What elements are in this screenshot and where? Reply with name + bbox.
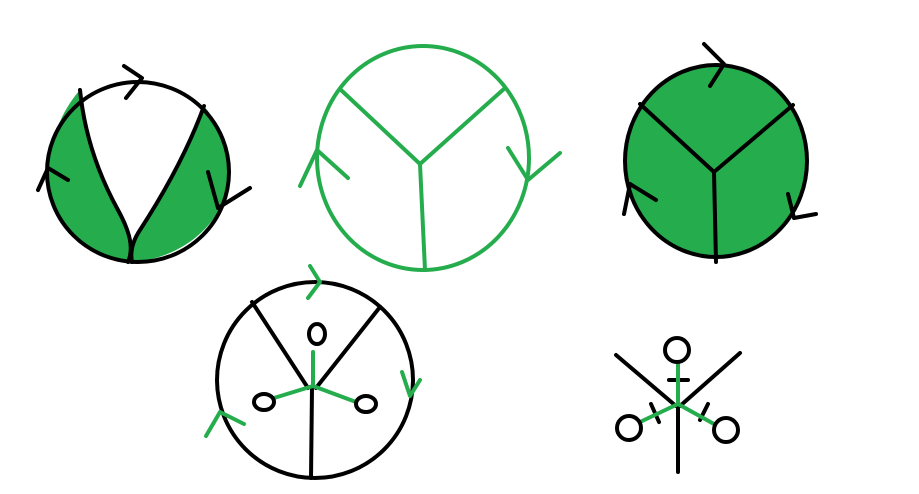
figure-1-right-arrow-icon bbox=[206, 170, 252, 210]
figure-4-left-arrow-icon bbox=[204, 410, 246, 438]
figure-4-vertex-top bbox=[307, 322, 327, 346]
figure-1-left-green-region bbox=[47, 90, 134, 262]
figure-4-tree-stem bbox=[309, 386, 314, 480]
figure-5-vertex-left bbox=[615, 414, 643, 442]
figure-1-right-green-region bbox=[132, 106, 230, 262]
figure-3-left-arrow-icon bbox=[622, 182, 658, 216]
figure-5-vertex-top bbox=[663, 336, 691, 364]
figure-1-left-arc bbox=[78, 88, 133, 264]
figure-3-tree-stem bbox=[712, 170, 718, 264]
figure-4-tree-right-branch bbox=[314, 305, 382, 390]
figure-1 bbox=[36, 64, 252, 264]
figure-4-tree-left-branch bbox=[250, 300, 310, 390]
figure-5-tree-right-branch bbox=[678, 351, 742, 408]
figure-2-right-arrow-icon bbox=[506, 146, 562, 182]
figure-2-left-arrow-icon bbox=[298, 148, 350, 188]
figure-3-tree-right-branch bbox=[712, 103, 795, 174]
figure-2-tree-stem bbox=[418, 162, 427, 272]
figure-3-right-arrow-icon bbox=[786, 192, 818, 220]
figure-3 bbox=[622, 42, 818, 264]
figure-4-right-arrow-icon bbox=[400, 370, 422, 398]
figure-4 bbox=[204, 264, 422, 480]
figure-2-tree-right-branch bbox=[418, 86, 507, 166]
figure-4-circle bbox=[215, 280, 415, 480]
figure-3-top-arrow-icon bbox=[702, 42, 726, 88]
figure-4-vertex-left bbox=[252, 392, 276, 412]
figure-5-vertex-right bbox=[712, 416, 740, 444]
figure-1-top-arrow-icon bbox=[122, 64, 144, 100]
figure-1-left-arrow-icon bbox=[36, 166, 70, 192]
figure-4-dual-right-edge bbox=[311, 384, 358, 404]
figure-2-tree-left-branch bbox=[339, 88, 422, 166]
figure-3-tree-left-branch bbox=[638, 102, 716, 174]
figure-1-right-arc bbox=[129, 104, 206, 264]
figure-2 bbox=[298, 44, 562, 272]
figure-5 bbox=[614, 336, 742, 474]
figure-4-dual-left-edge bbox=[272, 384, 315, 400]
figure-4-top-arrow-icon bbox=[306, 264, 322, 300]
figure-5-dual-left-edge bbox=[638, 402, 680, 424]
figure-5-tree-left-branch bbox=[614, 353, 678, 408]
figure-5-dual-right-edge bbox=[676, 402, 716, 426]
figure-4-vertex-right bbox=[354, 394, 378, 414]
